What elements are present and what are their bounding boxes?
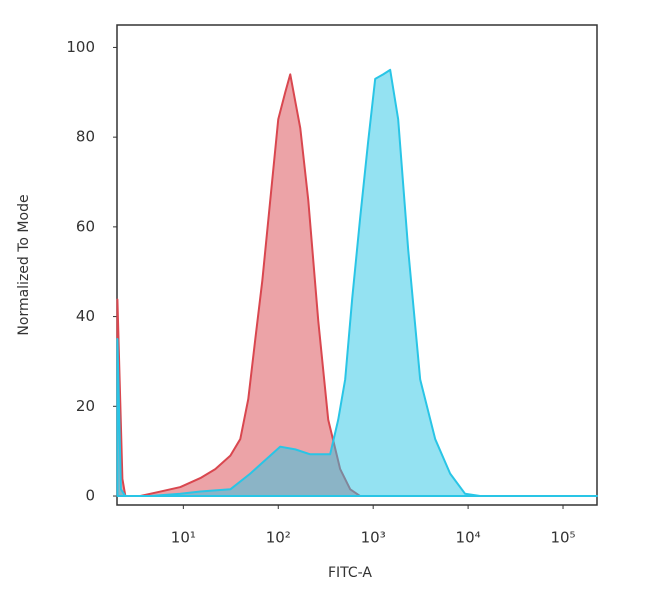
y-tick-label: 40	[76, 307, 95, 325]
density-area	[116, 73, 362, 498]
y-tick-label: 0	[85, 487, 95, 505]
y-tick-label: 60	[76, 217, 95, 235]
y-tick-label: 80	[76, 128, 95, 146]
x-axis-title: FITC-A	[328, 565, 372, 581]
x-tick-label: 10⁵	[550, 529, 575, 547]
plot-frame	[116, 24, 598, 506]
x-tick-label: 10³	[361, 529, 386, 547]
y-tick-label: 100	[66, 38, 95, 56]
x-tick-label: 10²	[266, 529, 291, 547]
x-tick-label: 10¹	[171, 529, 196, 547]
density-area	[116, 68, 598, 498]
y-axis-title: Normalized To Mode	[16, 194, 32, 335]
y-tick-label: 20	[76, 397, 95, 415]
x-tick-label: 10⁴	[456, 529, 481, 547]
